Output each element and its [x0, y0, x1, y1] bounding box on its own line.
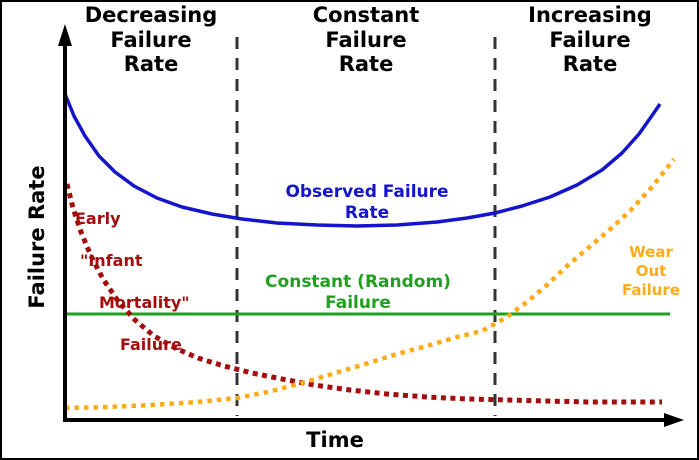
- axes: [58, 24, 684, 427]
- divider-layer: [235, 37, 497, 416]
- x-axis-label: Time: [306, 428, 364, 452]
- constant-random-failure-label: Constant (Random) Failure: [265, 272, 451, 313]
- infant-label-line-3: Mortality": [99, 293, 190, 312]
- infant-label-line-2: "Infant: [80, 251, 143, 270]
- infant-label-line-4: Failure: [120, 335, 182, 354]
- y-axis-label: Failure Rate: [25, 165, 49, 309]
- region-label-decreasing: Decreasing Failure Rate: [84, 3, 218, 76]
- curve-observed: [63, 93, 662, 228]
- infant-label-line-1: Early: [75, 209, 121, 228]
- wear-out-failure-label: Wear Out Failure: [621, 243, 681, 299]
- region-label-constant: Constant Failure Rate: [312, 3, 420, 76]
- curve-infant: [64, 183, 662, 405]
- x-axis-arrow-icon: [664, 413, 684, 427]
- curve-layer: [63, 93, 676, 411]
- observed-failure-rate-label: Observed Failure Rate: [285, 182, 449, 223]
- y-axis-arrow-icon: [58, 24, 72, 46]
- curve-wearout: [64, 157, 676, 411]
- region-label-increasing: Increasing Failure Rate: [528, 3, 652, 76]
- infant-mortality-failure-label: Early "Infant Mortality" Failure: [75, 187, 190, 376]
